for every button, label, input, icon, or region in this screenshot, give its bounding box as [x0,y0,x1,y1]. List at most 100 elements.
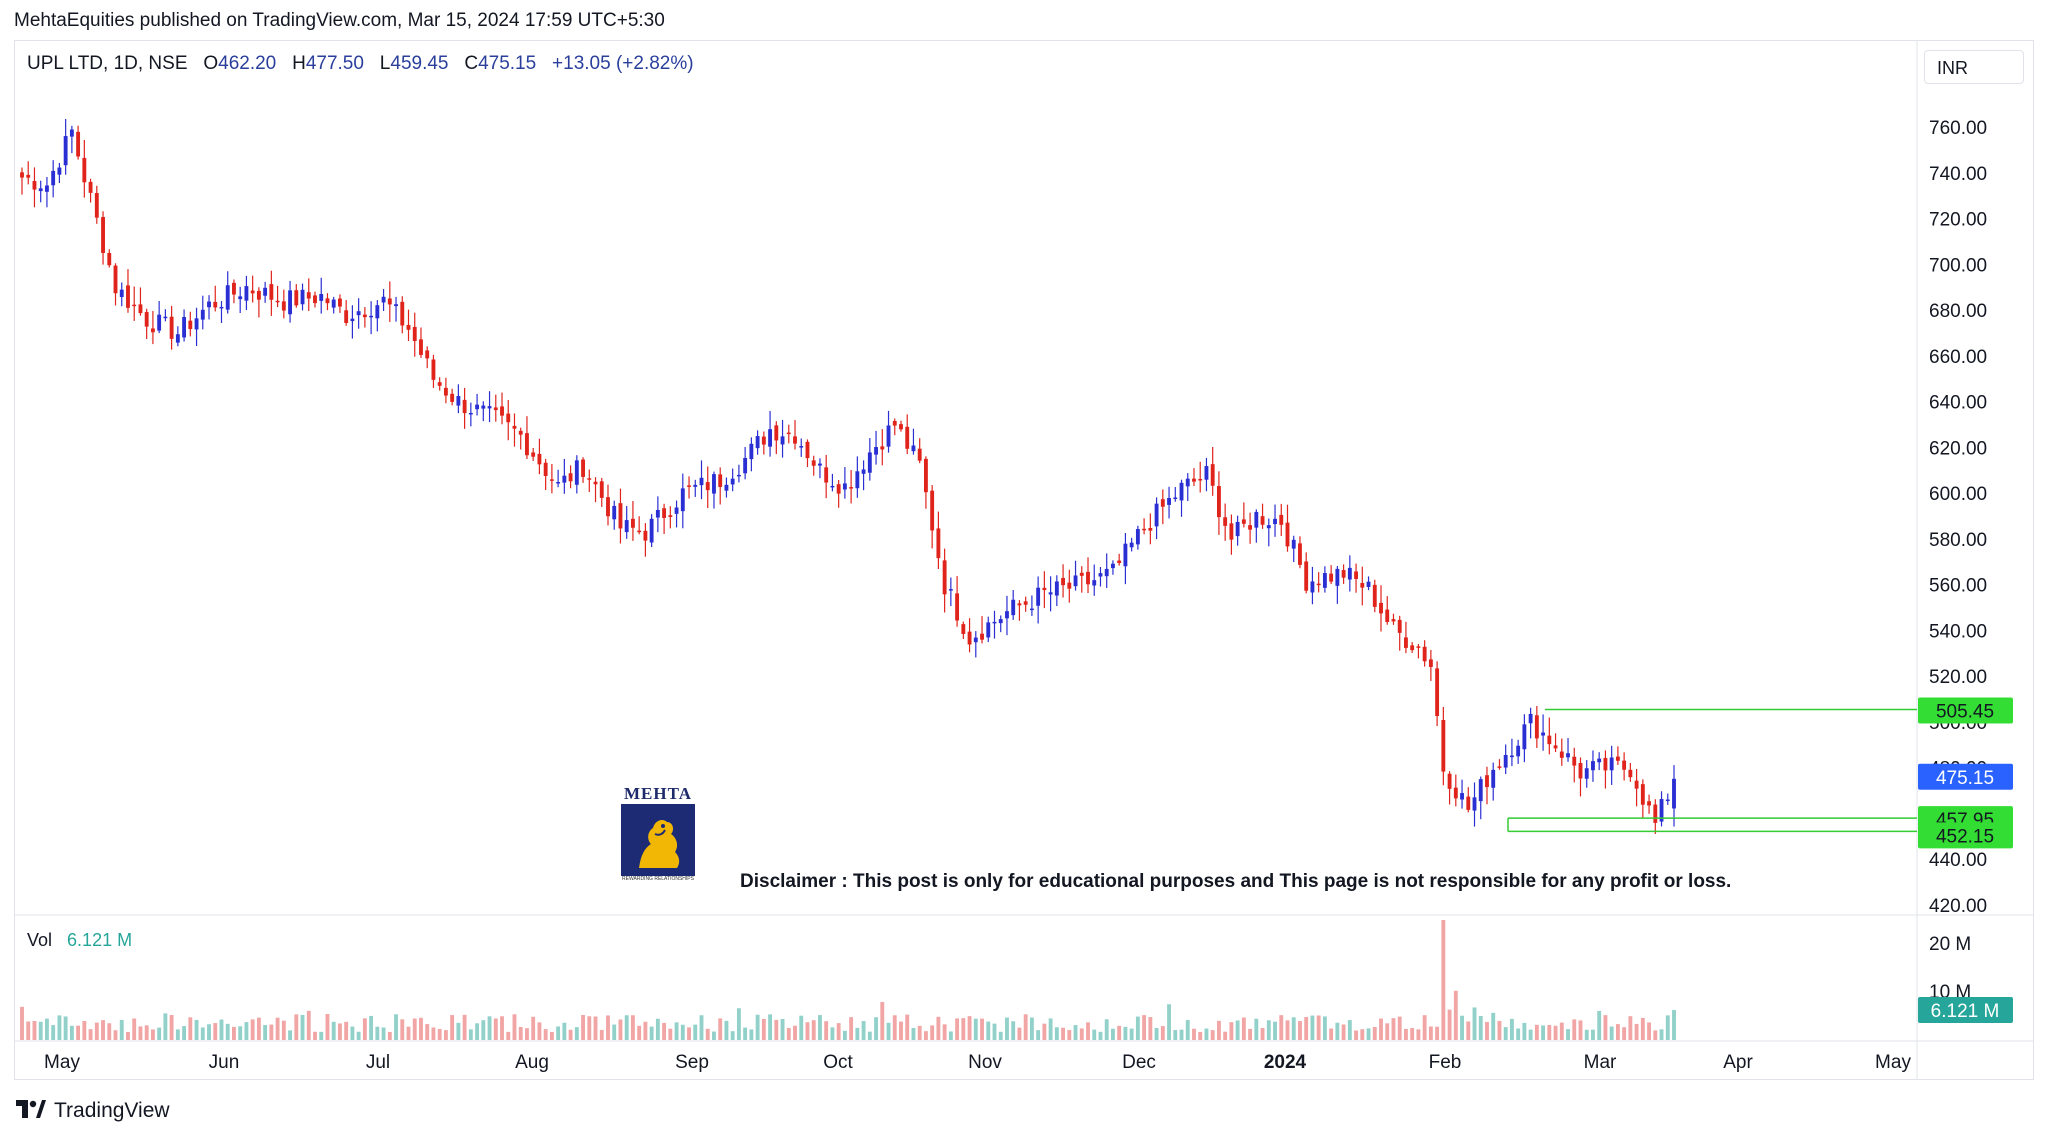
candle-body [281,301,286,311]
symbol-label[interactable]: UPL LTD, 1D, NSE [27,53,188,74]
chart-frame [14,40,2034,1080]
volume-bar [1659,1029,1664,1040]
candle-body [1410,645,1415,651]
volume-bar [1054,1027,1059,1040]
volume-bar [20,1006,24,1040]
candle-body [1029,608,1034,611]
currency-selector[interactable]: INR [1924,50,2024,84]
volume-bar [113,1030,118,1040]
candle-body [450,393,455,402]
volume-bar [1036,1030,1041,1040]
volume-tick-label: 20 M [1929,934,1971,955]
volume-bar [1553,1025,1558,1040]
candle-body [1179,482,1184,501]
volume-bar [1609,1026,1614,1040]
volume-bar [1341,1024,1346,1040]
y-tick-label: 580.00 [1929,530,1987,551]
candle-body [1485,775,1489,788]
volume-bar [755,1014,760,1040]
volume-bar [450,1015,455,1040]
candle-body [1223,517,1228,526]
volume-bar [930,1025,935,1040]
volume-bar [1615,1024,1620,1040]
volume-bar [1416,1029,1421,1040]
volume-bar [263,1025,268,1040]
volume-bar [1310,1015,1315,1040]
volume-bar [992,1023,997,1040]
candle-body [874,447,878,455]
volume-bars-group [20,920,1676,1040]
volume-bar [556,1026,561,1040]
candle-body [331,299,336,308]
low-label: L [379,53,391,74]
candle-body [1547,735,1552,745]
volume-bar [793,1025,797,1040]
volume-bar [69,1025,74,1040]
candle-body [668,515,673,517]
volume-bar [506,1031,511,1040]
candle-body [1603,757,1608,771]
volume-bar [1142,1015,1147,1040]
volume-bar [724,1020,729,1040]
volume-bar [649,1026,654,1040]
candles-group [20,118,1676,834]
low-value: 459.45 [390,53,449,74]
volume-bar [942,1024,947,1040]
y-tick-label: 600.00 [1929,484,1987,505]
candle-body [1559,751,1564,758]
candle-body [487,406,492,409]
candle-body [101,217,105,253]
candle-body [82,157,87,183]
volume-bar [1391,1018,1396,1040]
candle-body [232,282,236,295]
volume-bar [905,1014,910,1040]
candle-body [842,483,847,490]
volume-bar [1472,1007,1477,1040]
candle-body [568,473,573,482]
volume-bar [911,1028,916,1040]
lion-icon [639,820,680,868]
tradingview-brand: TradingView [54,1099,170,1122]
volume-bar [1360,1029,1365,1040]
candle-body [1397,619,1402,633]
volume-bar [568,1029,573,1040]
candle-body [612,505,617,520]
candle-body [1148,527,1153,531]
volume-bar [1104,1019,1109,1040]
candle-body [406,324,411,330]
candle-body [525,433,529,456]
candle-body [475,404,480,410]
volume-bar [531,1016,536,1040]
volume-bar [225,1023,230,1040]
volume-bar [1672,1010,1676,1040]
volume-bar [1042,1023,1047,1040]
volume-bar [593,1016,598,1040]
volume-bar [375,1026,380,1040]
volume-bar [119,1019,124,1040]
volume-bar [630,1015,635,1040]
volume-bar [1111,1028,1115,1040]
volume-bar [425,1024,430,1040]
volume-bar [1117,1025,1122,1040]
volume-bar [1578,1020,1583,1040]
volume-bar [786,1027,791,1040]
volume-bar [356,1031,361,1040]
level-label-452: 452.15 [1936,826,1994,847]
candle-body [431,359,436,380]
volume-bar [768,1014,773,1040]
candle-body [1522,724,1527,750]
volume-bar [132,1018,137,1040]
volume-bar [1129,1028,1134,1040]
candle-body [649,518,654,543]
volume-bar [481,1020,486,1040]
tradingview-footer[interactable]: TradingView [16,1098,170,1124]
candle-body [1291,539,1296,549]
volume-bar [63,1016,68,1040]
volume-bar [213,1023,218,1040]
volume-bar [1397,1016,1402,1040]
y-tick-label: 560.00 [1929,576,1987,597]
y-tick-label: 680.00 [1929,301,1987,322]
volume-bar [1534,1024,1539,1040]
candle-body [1404,637,1408,648]
